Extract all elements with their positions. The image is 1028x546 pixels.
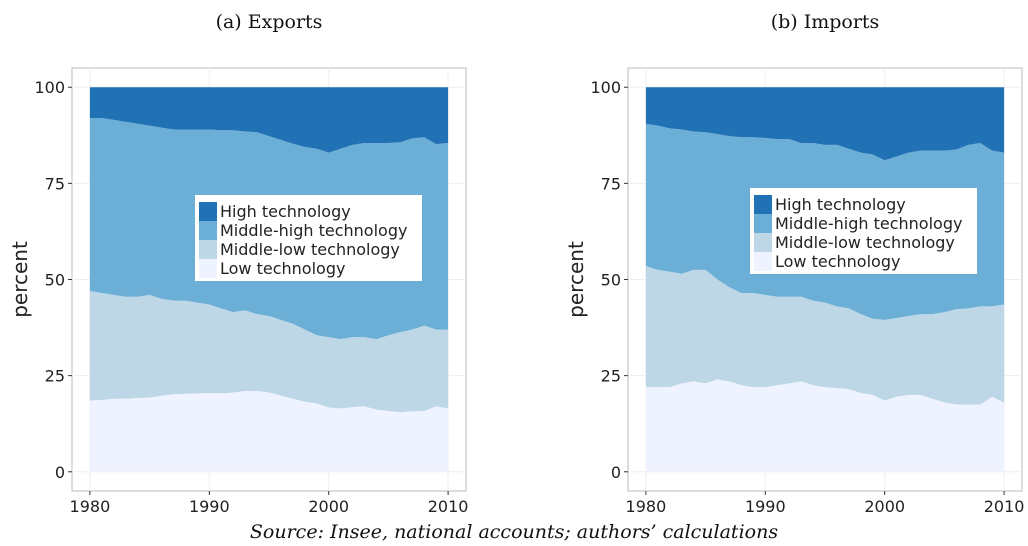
y-tick-label: 100 bbox=[34, 78, 65, 97]
area-band bbox=[89, 87, 449, 153]
legend-swatch bbox=[754, 233, 772, 252]
area-band bbox=[645, 266, 1005, 405]
legend-swatch bbox=[199, 259, 217, 278]
legend-swatch bbox=[754, 214, 772, 233]
area-band bbox=[645, 379, 1005, 472]
legend-label: Middle-low technology bbox=[220, 240, 400, 259]
legend-label: High technology bbox=[775, 195, 906, 214]
source-note: Source: Insee, national accounts; author… bbox=[250, 521, 778, 543]
chart-title: (a) Exports bbox=[216, 11, 323, 33]
legend-swatch bbox=[199, 240, 217, 259]
legend-label: Middle-low technology bbox=[775, 233, 955, 252]
legend-box bbox=[195, 195, 422, 281]
y-tick-label: 50 bbox=[45, 271, 65, 290]
legend-swatch bbox=[754, 252, 772, 271]
legend-swatch bbox=[199, 221, 217, 240]
chart-title: (b) Imports bbox=[771, 11, 880, 33]
legend-box bbox=[750, 188, 977, 274]
y-axis-label: percent bbox=[564, 241, 588, 318]
x-tick-label: 2000 bbox=[308, 497, 349, 516]
x-tick-label: 2000 bbox=[864, 497, 905, 516]
y-tick-label: 25 bbox=[601, 367, 621, 386]
y-tick-label: 25 bbox=[45, 367, 65, 386]
y-tick-label: 100 bbox=[590, 78, 621, 97]
area-band bbox=[645, 87, 1005, 161]
y-tick-label: 50 bbox=[601, 271, 621, 290]
y-tick-label: 75 bbox=[45, 174, 65, 193]
x-tick-label: 1990 bbox=[745, 497, 786, 516]
x-tick-label: 2010 bbox=[984, 497, 1025, 516]
y-tick-label: 75 bbox=[601, 174, 621, 193]
legend-label: Middle-high technology bbox=[775, 214, 962, 233]
y-tick-label: 0 bbox=[611, 463, 621, 482]
legend-label: Low technology bbox=[775, 252, 900, 271]
legend-swatch bbox=[754, 195, 772, 214]
x-tick-label: 2010 bbox=[428, 497, 469, 516]
legend-label: High technology bbox=[220, 202, 351, 221]
area-band bbox=[89, 391, 449, 472]
area-band bbox=[89, 291, 449, 413]
x-tick-label: 1980 bbox=[70, 497, 111, 516]
legend-label: Middle-high technology bbox=[220, 221, 407, 240]
legend-swatch bbox=[199, 202, 217, 221]
y-axis-label: percent bbox=[8, 241, 32, 318]
y-tick-label: 0 bbox=[55, 463, 65, 482]
x-tick-label: 1990 bbox=[189, 497, 230, 516]
x-tick-label: 1980 bbox=[626, 497, 667, 516]
legend-label: Low technology bbox=[220, 259, 345, 278]
